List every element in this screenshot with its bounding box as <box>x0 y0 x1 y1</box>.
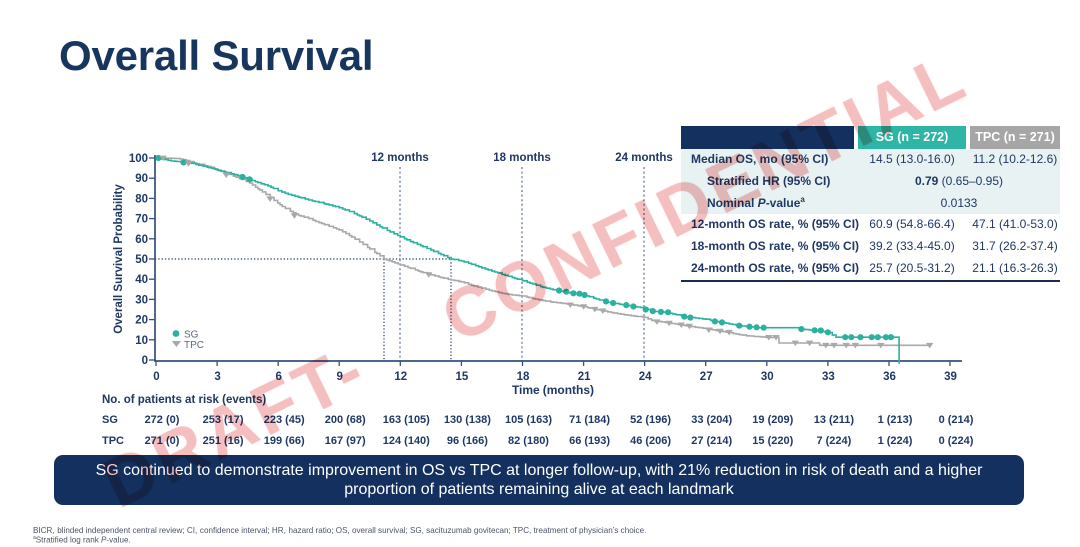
svg-text:272 (0): 272 (0) <box>145 414 180 426</box>
svg-text:124 (140): 124 (140) <box>383 435 430 447</box>
svg-text:0: 0 <box>153 371 159 383</box>
svg-text:12 months: 12 months <box>371 152 429 164</box>
svg-text:7 (224): 7 (224) <box>816 435 851 447</box>
svg-text:18 months: 18 months <box>493 152 551 164</box>
svg-text:82 (180): 82 (180) <box>508 435 549 447</box>
svg-text:SG: SG <box>184 330 199 341</box>
svg-text:60: 60 <box>135 234 148 246</box>
svg-text:40: 40 <box>135 274 148 286</box>
svg-text:200 (68): 200 (68) <box>325 414 366 426</box>
svg-text:253 (17): 253 (17) <box>203 414 244 426</box>
svg-text:15: 15 <box>456 371 469 383</box>
svg-text:1 (213): 1 (213) <box>878 414 913 426</box>
svg-text:TPC: TPC <box>102 435 124 447</box>
svg-text:10: 10 <box>135 335 148 347</box>
svg-text:Time (months): Time (months) <box>512 383 594 397</box>
svg-text:66 (193): 66 (193) <box>569 435 610 447</box>
svg-text:30: 30 <box>761 371 774 383</box>
svg-text:70: 70 <box>135 214 148 226</box>
svg-text:13 (211): 13 (211) <box>814 414 855 426</box>
svg-text:0 (224): 0 (224) <box>939 435 974 447</box>
svg-text:0: 0 <box>142 355 148 367</box>
svg-text:52 (196): 52 (196) <box>630 414 671 426</box>
svg-text:0 (214): 0 (214) <box>939 414 974 426</box>
svg-text:80: 80 <box>135 193 148 205</box>
svg-text:6: 6 <box>275 371 281 383</box>
svg-text:105 (163): 105 (163) <box>505 414 552 426</box>
svg-text:Overall Survival Probability: Overall Survival Probability <box>113 184 125 334</box>
svg-text:271 (0): 271 (0) <box>145 435 180 447</box>
svg-text:15 (220): 15 (220) <box>752 435 793 447</box>
svg-text:30: 30 <box>135 294 148 306</box>
svg-text:36: 36 <box>883 371 896 383</box>
svg-text:100: 100 <box>129 153 148 165</box>
svg-text:9: 9 <box>336 371 342 383</box>
svg-text:No. of patients at risk (event: No. of patients at risk (events) <box>102 394 266 406</box>
svg-text:33: 33 <box>822 371 835 383</box>
svg-text:27 (214): 27 (214) <box>691 435 732 447</box>
svg-text:24 months: 24 months <box>615 152 673 164</box>
svg-text:33 (204): 33 (204) <box>691 414 732 426</box>
svg-text:223 (45): 223 (45) <box>264 414 305 426</box>
svg-text:TPC: TPC <box>184 340 204 351</box>
svg-text:90: 90 <box>135 173 148 185</box>
svg-text:130 (138): 130 (138) <box>444 414 491 426</box>
svg-text:46 (206): 46 (206) <box>630 435 671 447</box>
svg-text:18: 18 <box>517 371 530 383</box>
svg-text:199 (66): 199 (66) <box>264 435 305 447</box>
svg-text:24: 24 <box>639 371 652 383</box>
svg-text:39: 39 <box>944 371 957 383</box>
svg-text:1 (224): 1 (224) <box>878 435 913 447</box>
svg-text:27: 27 <box>700 371 713 383</box>
svg-text:71 (184): 71 (184) <box>569 414 610 426</box>
svg-text:96 (166): 96 (166) <box>447 435 488 447</box>
svg-text:21: 21 <box>578 371 591 383</box>
svg-text:251 (16): 251 (16) <box>203 435 244 447</box>
svg-text:20: 20 <box>135 315 148 327</box>
svg-text:163 (105): 163 (105) <box>383 414 430 426</box>
svg-text:50: 50 <box>135 254 148 266</box>
svg-text:19 (209): 19 (209) <box>752 414 793 426</box>
svg-text:3: 3 <box>214 371 220 383</box>
svg-text:167 (97): 167 (97) <box>325 435 366 447</box>
svg-text:SG: SG <box>102 414 118 426</box>
svg-text:12: 12 <box>394 371 407 383</box>
